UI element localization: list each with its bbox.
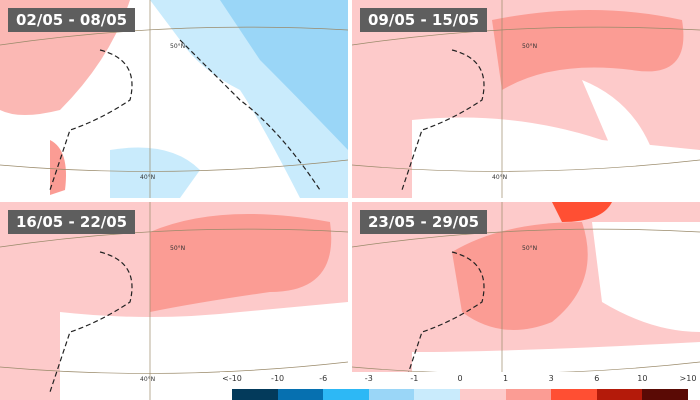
anomaly-map	[0, 0, 348, 198]
anomaly-map	[352, 202, 700, 400]
color-legend: <-10 -10 -6 -3 -1 0 1 3 6 10 >10	[220, 372, 700, 400]
legend-label: 1	[503, 374, 509, 383]
legend-swatch	[368, 389, 415, 400]
legend-label: -3	[364, 374, 373, 383]
map-panel-week3: 16/05 - 22/05 50°N 40°N	[0, 202, 348, 400]
legend-swatch	[642, 389, 688, 400]
period-label: 23/05 - 29/05	[360, 210, 488, 234]
legend-swatch	[414, 389, 460, 400]
legend-swatch	[596, 389, 643, 400]
legend-label: 6	[594, 374, 600, 383]
legend-label: -1	[410, 374, 419, 383]
legend-swatch	[551, 389, 597, 400]
legend-swatch	[277, 389, 324, 400]
legend-label: -6	[319, 374, 328, 383]
legend-label: 10	[637, 374, 648, 383]
legend-swatch	[232, 389, 278, 400]
period-label: 02/05 - 08/05	[8, 8, 136, 32]
map-panel-week1: 02/05 - 08/05 50°N 40°N	[0, 0, 348, 198]
legend-label: <-10	[222, 374, 242, 383]
legend-label: -10	[271, 374, 285, 383]
period-label: 09/05 - 15/05	[360, 8, 488, 32]
anomaly-map	[352, 0, 700, 198]
period-label: 16/05 - 22/05	[8, 210, 136, 234]
latitude-label: 40°N	[492, 174, 508, 181]
legend-label: >10	[679, 374, 697, 383]
legend-swatch	[323, 389, 369, 400]
legend-swatch	[505, 389, 552, 400]
map-panel-week2: 09/05 - 15/05 50°N 40°N	[352, 0, 700, 198]
latitude-label: 40°N	[140, 376, 156, 383]
map-panel-week4: 23/05 - 29/05 50°N	[352, 202, 700, 400]
latitude-label: 50°N	[522, 43, 538, 50]
latitude-label: 50°N	[170, 245, 186, 252]
legend-label: 3	[548, 374, 554, 383]
latitude-label: 50°N	[522, 245, 538, 252]
legend-label: 0	[457, 374, 463, 383]
latitude-label: 40°N	[140, 174, 156, 181]
latitude-label: 50°N	[170, 43, 186, 50]
legend-swatch	[460, 389, 506, 400]
